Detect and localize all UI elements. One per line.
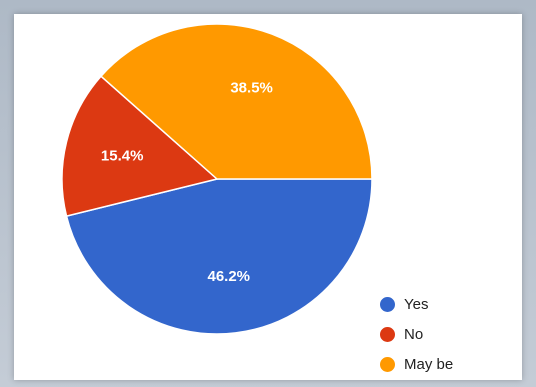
legend-label-yes: Yes: [404, 295, 429, 313]
pie-slice-label-no: 15.4%: [101, 148, 144, 165]
legend-swatch-yes: [380, 296, 395, 312]
legend-label-no: No: [404, 325, 424, 343]
pie-slice-no[interactable]: [61, 75, 219, 218]
legend-item-may-be[interactable]: May be: [380, 349, 453, 379]
pie-slice-label-may-be: 38.5%: [230, 80, 273, 97]
legend-item-yes[interactable]: Yes: [380, 289, 453, 319]
legend-swatch-no: [380, 326, 395, 342]
pie-slice-label-yes: 46.2%: [207, 268, 250, 285]
pie-slice-yes[interactable]: [65, 178, 373, 335]
legend: Yes No May be: [380, 289, 453, 379]
legend-label-may-be: May be: [404, 355, 454, 373]
legend-swatch-may-be: [380, 356, 395, 372]
legend-item-no[interactable]: No: [380, 319, 453, 349]
pie-slice-may-be[interactable]: [99, 23, 373, 180]
